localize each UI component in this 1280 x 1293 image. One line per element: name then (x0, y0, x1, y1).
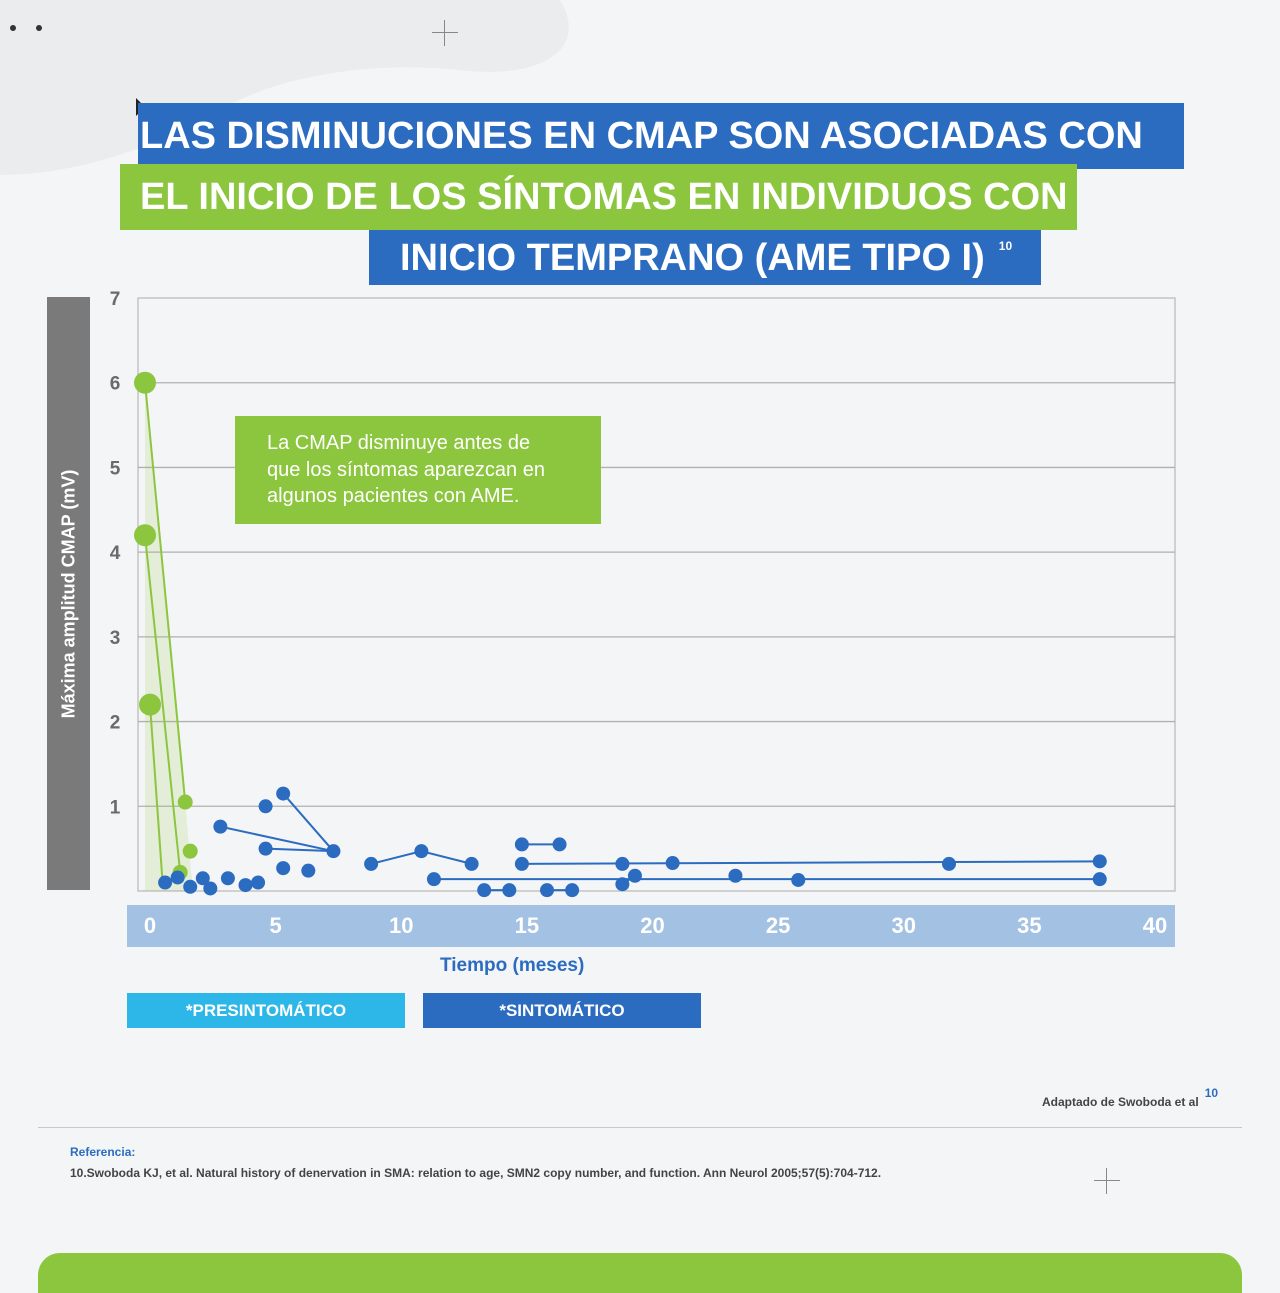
symptomatic-point (251, 875, 266, 890)
reference-title: Referencia: (70, 1145, 136, 1159)
symptomatic-point (195, 871, 210, 886)
symptomatic-line (220, 825, 334, 853)
x-tick-label: 10 (389, 913, 413, 938)
plus-mark-bottom (1094, 1168, 1120, 1194)
presymptomatic-point (182, 843, 198, 859)
x-tick-label: 25 (766, 913, 790, 938)
bottom-green-bar (38, 1253, 1242, 1293)
x-tick-label: 15 (515, 913, 539, 938)
presymptomatic-line (144, 535, 182, 873)
window-dots (10, 18, 62, 36)
symptomatic-point (183, 879, 198, 894)
symptomatic-point (502, 883, 517, 898)
symptomatic-point (258, 841, 273, 856)
annotation-box: La CMAP disminuye antes de que los sínto… (235, 416, 601, 524)
source-note: Adaptado de Swoboda et al10 (1042, 1086, 1219, 1109)
y-tick-label: 1 (110, 797, 121, 818)
symptomatic-point (364, 856, 379, 871)
symptomatic-line (282, 792, 335, 852)
x-tick-label: 5 (270, 913, 282, 938)
symptomatic-point (276, 786, 291, 801)
plot-frame (137, 297, 1176, 892)
y-tick-label: 3 (110, 628, 121, 649)
divider (38, 1127, 1242, 1128)
symptomatic-point (627, 868, 642, 883)
symptomatic-point (414, 844, 429, 859)
symptomatic-point (1092, 872, 1107, 887)
symptomatic-point (276, 861, 291, 876)
x-tick-label: 40 (1143, 913, 1167, 938)
symptomatic-line (265, 847, 334, 853)
title-line-1: LAS DISMINUCIONES EN CMAP SON ASOCIADAS … (138, 103, 1184, 169)
x-axis-label: Tiempo (meses) (440, 955, 585, 976)
reference-text: 10.Swoboda KJ, et al. Natural history of… (70, 1166, 882, 1180)
symptomatic-point (540, 883, 554, 898)
symptomatic-point (170, 870, 185, 885)
symptomatic-point (665, 856, 680, 871)
y-tick-label: 4 (110, 543, 121, 564)
annotation-line-1: La CMAP disminuye antes de (267, 432, 531, 454)
legend-presymptomatic: *PRESINTOMÁTICO (127, 993, 405, 1028)
symptomatic-point (203, 881, 218, 896)
symptomatic-point (514, 856, 529, 871)
symptomatic-line (521, 860, 1100, 865)
symptomatic-point (326, 844, 341, 859)
symptomatic-point (238, 878, 253, 893)
symptomatic-point (942, 856, 956, 871)
x-tick-label: 20 (640, 913, 664, 938)
x-tick-label: 0 (144, 913, 156, 938)
legend-symptomatic: *SINTOMÁTICO (423, 993, 701, 1028)
y-tick-label: 6 (110, 374, 121, 395)
symptomatic-point (301, 863, 316, 878)
symptomatic-point (426, 872, 441, 887)
presymptomatic-line (144, 382, 187, 803)
symptomatic-point (615, 856, 630, 871)
symptomatic-point (565, 883, 580, 898)
symptomatic-point (552, 837, 567, 852)
y-tick-label: 5 (110, 458, 121, 479)
symptomatic-point (464, 856, 479, 871)
symptomatic-point (514, 837, 529, 852)
x-axis-bar (127, 905, 1175, 947)
presymptomatic-point-large (134, 371, 156, 394)
presymptomatic-point-large (134, 524, 156, 547)
symptomatic-point (477, 883, 492, 898)
annotation-line-2: que los síntomas aparezcan en (267, 458, 545, 481)
presymptomatic-point-large (139, 693, 162, 716)
symptomatic-point (158, 875, 173, 890)
y-tick-label: 2 (110, 713, 121, 734)
presymptomatic-line (149, 704, 164, 883)
annotation-line-3: algunos pacientes con AME. (267, 485, 520, 507)
symptomatic-point (258, 799, 273, 814)
x-tick-label: 35 (1017, 913, 1041, 938)
symptomatic-point (791, 872, 806, 887)
symptomatic-point (1092, 854, 1107, 869)
title-line-2: EL INICIO DE LOS SÍNTOMAS EN INDIVIDUOS … (120, 164, 1077, 230)
symptomatic-point (220, 871, 235, 886)
symptomatic-point (615, 877, 630, 892)
title-line-3: INICIO TEMPRANO (AME TIPO I) 10 (369, 230, 1041, 285)
symptomatic-point (213, 819, 228, 834)
title-reference: 10 (998, 238, 1013, 253)
y-tick-label: 7 (110, 289, 121, 310)
source-reference: 10 (1204, 1086, 1219, 1100)
y-axis-label-bar: Máxima amplitud CMAP (mV) (47, 297, 90, 890)
plus-mark-top (432, 20, 458, 46)
presymptomatic-point (177, 794, 193, 810)
symptomatic-point (728, 868, 743, 883)
x-tick-label: 30 (892, 913, 916, 938)
